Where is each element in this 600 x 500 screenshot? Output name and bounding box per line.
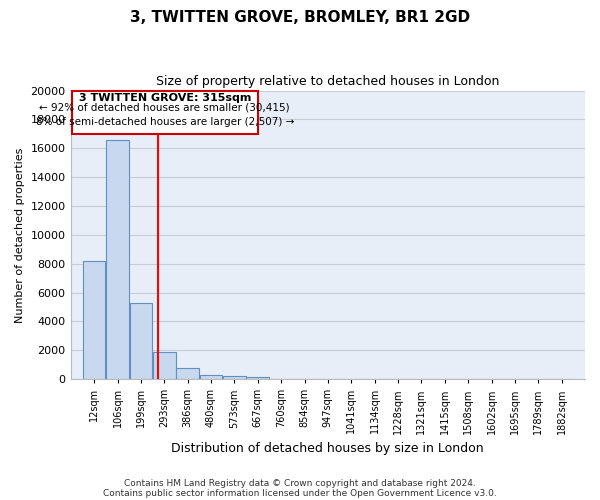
Bar — [176, 368, 199, 379]
Y-axis label: Number of detached properties: Number of detached properties — [15, 147, 25, 322]
Bar — [83, 261, 106, 379]
Text: Contains HM Land Registry data © Crown copyright and database right 2024.: Contains HM Land Registry data © Crown c… — [124, 478, 476, 488]
Text: Contains public sector information licensed under the Open Government Licence v3: Contains public sector information licen… — [103, 488, 497, 498]
Bar — [247, 378, 269, 379]
Title: Size of property relative to detached houses in London: Size of property relative to detached ho… — [156, 75, 499, 88]
Bar — [130, 302, 152, 379]
FancyBboxPatch shape — [72, 92, 258, 134]
Bar — [106, 140, 129, 379]
X-axis label: Distribution of detached houses by size in London: Distribution of detached houses by size … — [172, 442, 484, 455]
Text: 8% of semi-detached houses are larger (2,507) →: 8% of semi-detached houses are larger (2… — [35, 117, 294, 127]
Bar — [200, 375, 223, 379]
Bar — [153, 352, 176, 379]
Text: 3 TWITTEN GROVE: 315sqm: 3 TWITTEN GROVE: 315sqm — [79, 94, 251, 104]
Text: ← 92% of detached houses are smaller (30,415): ← 92% of detached houses are smaller (30… — [40, 102, 290, 113]
Text: 3, TWITTEN GROVE, BROMLEY, BR1 2GD: 3, TWITTEN GROVE, BROMLEY, BR1 2GD — [130, 10, 470, 25]
Bar — [223, 376, 245, 379]
